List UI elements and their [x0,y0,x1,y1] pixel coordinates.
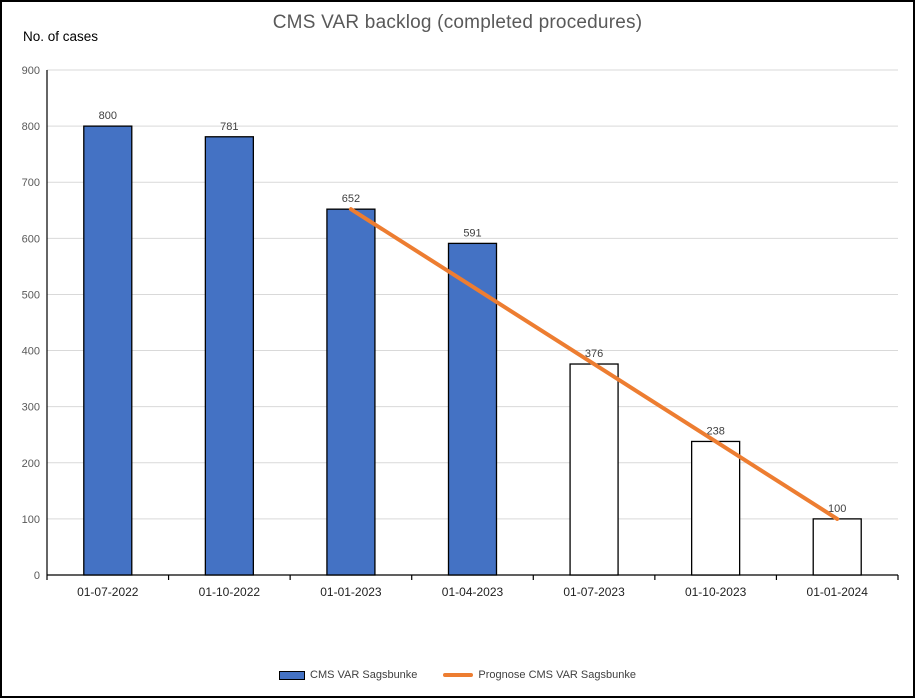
x-tick-label: 01-07-2022 [77,585,139,599]
bar-data-label: 238 [706,425,724,437]
y-tick-label: 800 [22,121,40,133]
bar-data-label: 376 [585,348,603,360]
x-tick-label: 01-10-2023 [685,585,747,599]
y-tick-label: 0 [34,570,40,582]
legend-bar-label: CMS VAR Sagsbunke [310,669,418,681]
x-tick-label: 01-07-2023 [563,585,625,599]
bar-01-01-2023 [326,208,376,576]
x-tick-label: 01-04-2023 [442,585,504,599]
y-tick-label: 400 [22,346,40,358]
chart-title: CMS VAR backlog (completed procedures) [272,12,643,33]
legend-line-swatch [443,673,474,677]
legend-item-bars: CMS VAR Sagsbunke [279,669,417,681]
y-tick-label: 100 [22,514,40,526]
x-tick-label: 01-10-2022 [199,585,261,599]
legend-bar-swatch [279,670,306,680]
bar-01-01-2024 [812,518,862,576]
y-tick-label: 600 [22,233,40,245]
y-tick-label: 200 [22,458,40,470]
bar-data-label: 591 [463,227,481,239]
y-tick-label: 900 [22,65,40,77]
bar-data-label: 652 [342,193,360,205]
y-tick-label: 500 [22,289,40,301]
bar-01-07-2022 [83,125,133,576]
bar-01-04-2023 [447,242,498,576]
legend: CMS VAR Sagsbunke Prognose CMS VAR Sagsb… [2,669,913,681]
bar-data-label: 800 [99,110,117,122]
bar-data-label: 781 [220,121,238,133]
y-tick-label: 300 [22,402,40,414]
legend-item-line: Prognose CMS VAR Sagsbunke [443,669,636,681]
y-tick-label: 700 [22,177,40,189]
x-tick-label: 01-01-2024 [807,585,869,599]
bar-01-10-2022 [204,136,255,576]
legend-line-label: Prognose CMS VAR Sagsbunke [478,669,636,681]
bar-01-10-2023 [690,440,741,576]
bar-data-label: 100 [828,503,846,515]
prognosis-line [348,207,840,521]
y-axis-title: No. of cases [23,29,99,44]
x-tick-label: 01-01-2023 [320,585,382,599]
bar-01-07-2023 [569,363,619,576]
